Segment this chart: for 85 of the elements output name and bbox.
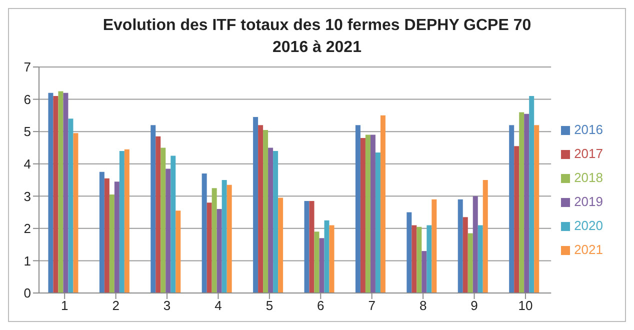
x-tick-label: 4 (214, 298, 222, 314)
bar (150, 125, 156, 293)
legend-label: 2019 (574, 194, 603, 209)
y-tick-label: 7 (24, 60, 31, 75)
bar (170, 156, 176, 293)
bar (478, 225, 483, 293)
bar (166, 168, 171, 293)
bar (514, 146, 520, 293)
bar (416, 226, 422, 293)
bar (156, 136, 161, 293)
bar (370, 134, 376, 293)
bar (468, 233, 473, 293)
bar (268, 148, 274, 293)
x-tick-label: 9 (470, 298, 478, 314)
x-tick-label: 5 (266, 298, 274, 314)
bar (406, 212, 412, 293)
bar (176, 210, 181, 293)
bar (309, 200, 314, 293)
legend-label: 2018 (574, 170, 603, 185)
bar (48, 92, 54, 293)
bar (380, 115, 386, 293)
x-tick-label: 10 (518, 298, 533, 314)
y-tick-label: 1 (24, 253, 31, 268)
bar (319, 238, 324, 293)
bar (422, 251, 427, 293)
bar (58, 91, 64, 293)
bar (375, 152, 380, 293)
x-tick-label: 7 (368, 298, 376, 314)
legend-label: 2017 (574, 146, 603, 161)
bar (519, 112, 524, 293)
bar (524, 114, 530, 293)
y-tick-label: 3 (24, 188, 31, 204)
bar (99, 172, 104, 293)
bar (355, 125, 360, 293)
bar (534, 125, 540, 293)
bar (462, 217, 468, 293)
bar (124, 149, 130, 293)
bar (109, 194, 114, 293)
bar (226, 184, 232, 293)
bar (73, 133, 78, 293)
bar (63, 92, 68, 293)
y-tick-label: 0 (24, 286, 31, 301)
legend-label: 2016 (574, 122, 603, 137)
bar (314, 232, 320, 293)
bar (509, 125, 514, 293)
x-tick-label: 6 (317, 298, 324, 314)
bar (104, 178, 110, 293)
y-tick-label: 2 (24, 221, 31, 236)
bar (68, 118, 74, 293)
bar (114, 182, 120, 293)
bar (304, 200, 310, 293)
bar (458, 199, 463, 293)
bar (482, 180, 488, 293)
bar (360, 138, 366, 293)
bar (278, 198, 284, 293)
bar (253, 117, 258, 293)
bar (206, 202, 212, 293)
bar (324, 220, 330, 293)
y-tick-label: 5 (24, 124, 31, 140)
x-tick-label: 8 (419, 298, 427, 314)
x-tick-label: 2 (112, 298, 120, 314)
bar (202, 174, 207, 293)
bar (53, 96, 58, 293)
legend-label: 2020 (574, 218, 603, 233)
bar (263, 130, 268, 293)
bar (426, 225, 432, 293)
bar (222, 180, 227, 293)
bar (472, 196, 478, 293)
y-tick-label: 6 (24, 92, 31, 107)
bar (160, 148, 166, 293)
bar (412, 225, 417, 293)
bar (365, 134, 370, 293)
bar (258, 125, 264, 293)
bar (216, 209, 222, 293)
bar (329, 225, 334, 293)
y-tick-label: 4 (24, 156, 31, 172)
legend-label: 2021 (574, 242, 603, 257)
bar (529, 96, 534, 293)
bar (212, 188, 217, 293)
x-tick-label: 3 (163, 298, 171, 314)
bar (273, 150, 278, 293)
bar (432, 199, 437, 293)
chart-title: Evolution des ITF totaux des 10 fermes DEPHY GCPE 70 2016 à 2021 (102, 16, 532, 58)
bar (119, 150, 124, 293)
x-tick-label: 1 (60, 298, 68, 314)
